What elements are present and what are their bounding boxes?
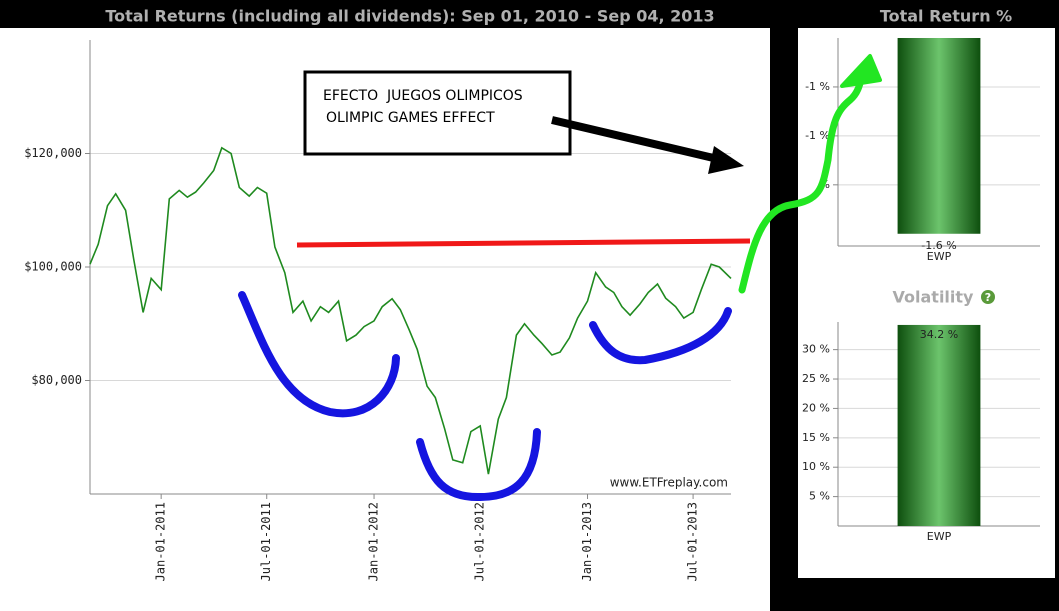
- x-tick-label: Jul-01-2012: [473, 502, 487, 581]
- y-tick-label: $100,000: [24, 260, 82, 274]
- blue-curve: [238, 291, 400, 418]
- black-arrowhead: [708, 146, 744, 174]
- green-arrow: [738, 64, 869, 294]
- help-icon-glyph: ?: [985, 291, 991, 304]
- y-tick-label: 5 %: [809, 490, 830, 503]
- x-tick-label: Jan-01-2011: [154, 502, 168, 581]
- y-tick-label: 20 %: [802, 401, 830, 414]
- price-line: [89, 146, 732, 475]
- y-tick-label: $80,000: [31, 373, 82, 387]
- x-tick-label: Jan-01-2012: [367, 502, 381, 581]
- y-tick-label: 15 %: [802, 431, 830, 444]
- y-tick-label: -1 %: [805, 80, 830, 93]
- value-label: 34.2 %: [920, 328, 958, 341]
- source-label: www.ETFreplay.com: [610, 476, 728, 490]
- y-tick-label: $120,000: [24, 146, 82, 160]
- x-tick-label: Jul-01-2011: [259, 502, 273, 581]
- bar: [897, 38, 981, 234]
- x-tick-label: Jan-01-2013: [580, 502, 594, 581]
- y-tick-label: 30 %: [802, 343, 830, 356]
- blue-curve: [589, 307, 732, 365]
- resistance-line: [296, 238, 751, 248]
- plots: $80,000 $100,000 $120,000 Jan-01-2011 Jul-01…: [24, 38, 1040, 581]
- x-tick-label: Jul-01-2013: [686, 502, 700, 581]
- chart-title: Volatility: [893, 288, 975, 307]
- green-arrowhead: [840, 54, 882, 88]
- chart-title: Total Returns (including all dividends):…: [105, 7, 714, 26]
- chart-title: Total Return %: [880, 7, 1012, 26]
- x-tick-label: EWP: [927, 530, 952, 543]
- annotation-text: EFECTO JUEGOS OLIMPICOS: [323, 88, 523, 104]
- y-tick-label: -1 %: [805, 129, 830, 142]
- y-tick-label: 25 %: [802, 372, 830, 385]
- y-tick-label: 10 %: [802, 460, 830, 473]
- help-icon[interactable]: [981, 290, 995, 304]
- bar: [897, 324, 981, 526]
- x-tick-label: EWP: [927, 250, 952, 263]
- blue-curve: [416, 428, 541, 502]
- annotation-box: [303, 70, 572, 156]
- annotation-text: OLIMPIC GAMES EFFECT: [326, 110, 495, 126]
- black-arrow: [551, 116, 723, 164]
- value-label: -1.6 %: [921, 239, 956, 252]
